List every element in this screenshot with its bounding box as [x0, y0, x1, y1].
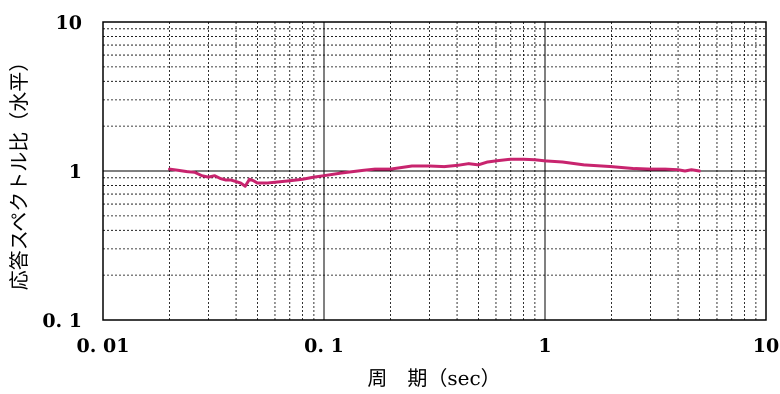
major-grid-lines: [102, 21, 767, 321]
x-axis-label: 周 期（sec）: [367, 366, 500, 390]
x-tick-label: 0. 01: [77, 335, 130, 357]
series-line: [168, 157, 701, 188]
y-tick-label: 0. 1: [42, 310, 82, 332]
y-tick-label: 1: [69, 161, 82, 183]
x-tick-label: 1: [538, 335, 551, 357]
x-tick-label: 0. 1: [304, 335, 344, 357]
x-tick-labels: 0. 01 0. 1 1 10: [77, 335, 780, 357]
y-axis-label: 応答スペクトル比（水平）: [7, 52, 31, 291]
x-tick-label: 10: [753, 335, 779, 357]
series-layer: [168, 157, 701, 188]
plot-frame: [102, 21, 767, 321]
y-tick-labels: 10 1 0. 1: [42, 12, 82, 332]
y-tick-label: 10: [56, 12, 82, 34]
